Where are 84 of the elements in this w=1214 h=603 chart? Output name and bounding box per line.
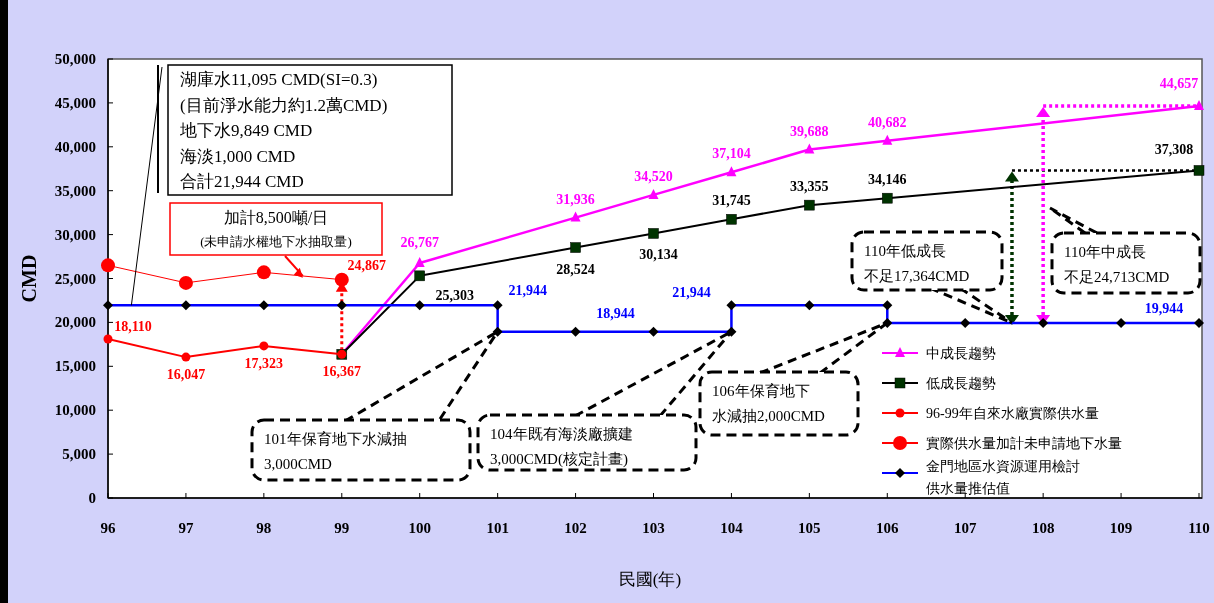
y-tick-label: 40,000	[54, 138, 96, 155]
legend-label: 96-99年自來水廠實際供水量	[926, 406, 1099, 421]
legend-label: 中成長趨勢	[926, 346, 996, 361]
data-label: 34,520	[634, 168, 673, 184]
data-label: 18,110	[114, 318, 152, 334]
x-tick-label: 101	[486, 520, 509, 536]
x-tick-label: 100	[408, 520, 431, 536]
point	[256, 265, 271, 280]
point	[648, 188, 659, 199]
y-tick-label: 25,000	[54, 270, 96, 287]
data-label: 25,303	[435, 287, 474, 303]
legend-label: 低成長趨勢	[926, 376, 996, 391]
point	[1193, 165, 1205, 176]
data-label: 21,944	[672, 285, 711, 301]
point	[1194, 99, 1204, 110]
x-tick-label: 98	[256, 520, 272, 536]
data-label: 34,146	[868, 172, 907, 188]
x-tick-label: 103	[642, 520, 665, 536]
point	[804, 199, 815, 211]
y-tick-label: 45,000	[54, 94, 96, 111]
point	[414, 256, 425, 267]
data-label: 16,047	[166, 367, 206, 383]
point	[570, 211, 581, 222]
y-tick-label: 10,000	[54, 402, 96, 419]
data-label: 40,682	[868, 114, 907, 130]
x-tick-label: 105	[798, 520, 821, 536]
y-tick-label: 15,000	[54, 358, 96, 375]
x-tick-label: 104	[720, 520, 744, 536]
point	[178, 275, 193, 290]
point	[804, 143, 815, 154]
annotation: 110年低成長不足17,364CMD	[864, 243, 970, 284]
data-label: 31,745	[712, 193, 751, 209]
data-label: 33,355	[790, 179, 829, 195]
data-label: 17,323	[244, 355, 284, 371]
x-tick-label: 99	[334, 520, 350, 536]
legend-label: 金門地區水資源運用檢討供水量推估值	[926, 459, 1080, 496]
point	[648, 228, 659, 239]
x-tick-label: 97	[178, 520, 194, 536]
x-axis-title: 民國(年)	[618, 570, 682, 589]
annotation: 加計8,500噸/日 (未申請水權地下水抽取量)	[200, 209, 352, 249]
data-label: 31,936	[556, 191, 595, 207]
point	[414, 270, 425, 282]
legend-label: 實際供水量加計未申請地下水量	[926, 436, 1122, 451]
x-tick-label: 110	[1188, 520, 1210, 536]
data-label: 37,308	[1154, 142, 1194, 158]
point	[726, 166, 737, 177]
point	[101, 258, 115, 273]
y-tick-label: 0	[88, 490, 96, 506]
x-tick-label: 102	[564, 520, 587, 536]
data-label: 24,867	[347, 257, 387, 273]
point	[570, 242, 581, 253]
data-label: 37,104	[712, 146, 751, 162]
point	[259, 341, 269, 351]
y-tick-label: 50,000	[54, 51, 96, 67]
point	[334, 272, 349, 287]
y-axis-title: CMD	[18, 254, 40, 303]
y-tick-label: 35,000	[54, 182, 96, 199]
point	[882, 192, 893, 204]
data-label: 28,524	[556, 261, 595, 277]
x-tick-label: 96	[100, 520, 116, 536]
x-tick-label: 109	[1109, 520, 1133, 536]
annotation: 湖庫水11,095 CMD(SI=0.3) (目前淨水能力約1.2萬CMD) 地下水9,849 CMD 海淡1,000 CMD 合計21,944 CMD	[179, 70, 388, 191]
y-tick-label: 5,000	[62, 446, 96, 463]
point	[882, 134, 893, 145]
annotation: 104年既有海淡廠擴建 3,000CMD(核定計畫)	[490, 426, 633, 468]
x-tick-label: 106	[876, 520, 900, 536]
data-label: 18,944	[596, 305, 635, 321]
data-label: 19,944	[1144, 300, 1184, 316]
annotation: 101年保育地下水減抽 3,000CMD	[264, 431, 407, 472]
point	[103, 334, 113, 344]
data-label: 16,367	[322, 364, 362, 380]
y-tick-label: 30,000	[54, 226, 96, 243]
annotation: 106年保育地下水減抽2,000CMD	[712, 383, 826, 424]
point	[181, 352, 191, 362]
data-label: 44,657	[1159, 75, 1199, 91]
x-tick-label: 107	[953, 520, 977, 536]
y-tick-label: 20,000	[54, 314, 96, 331]
annotation: 110年中成長不足24,713CMD	[1064, 244, 1170, 285]
data-label: 39,688	[790, 123, 829, 139]
data-label: 26,767	[400, 234, 439, 250]
x-tick-label: 108	[1031, 520, 1055, 536]
point	[726, 214, 737, 225]
data-label: 21,944	[508, 283, 547, 299]
data-label: 30,134	[639, 247, 678, 263]
